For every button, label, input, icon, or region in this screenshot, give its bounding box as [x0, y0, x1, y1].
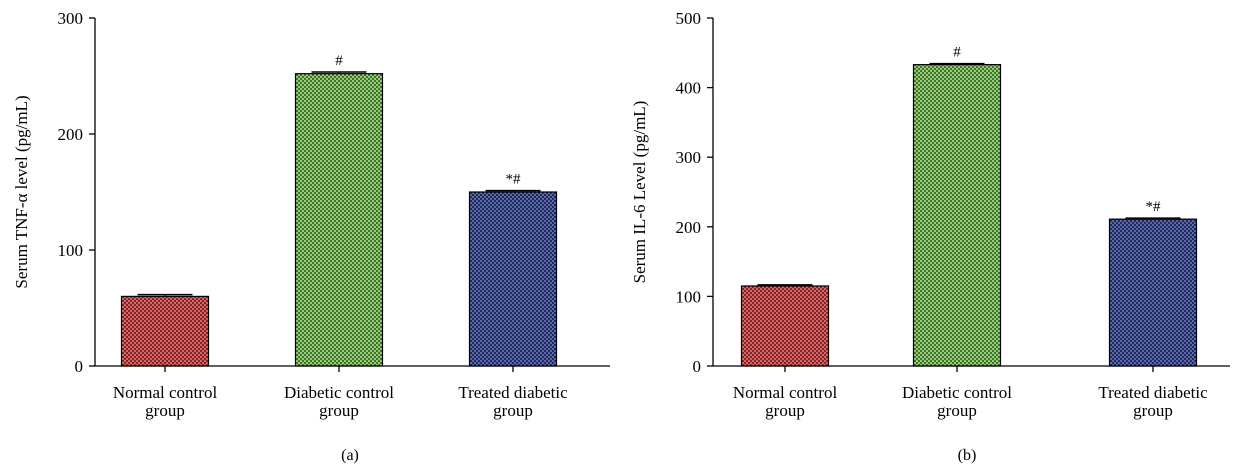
category-label-1-line-1: Normal control: [113, 383, 218, 402]
bar-2: [294, 73, 384, 367]
y-tick-label-1: 100: [676, 287, 702, 306]
y-tick-label-3: 300: [676, 148, 702, 167]
y-tick-label-2: 200: [676, 218, 702, 237]
category-label-2-line-1: Diabetic control: [902, 383, 1012, 402]
significance-mark-3: *#: [1146, 199, 1162, 215]
category-label-2-line-2: group: [937, 401, 977, 420]
category-label-2-line-1: Diabetic control: [284, 383, 394, 402]
y-tick-label-4: 400: [676, 79, 702, 98]
panel-label: (a): [341, 447, 359, 464]
significance-mark-3: *#: [506, 172, 522, 188]
category-label-1-line-1: Normal control: [733, 383, 838, 402]
y-tick-label-2: 200: [58, 125, 84, 144]
category-label-2-line-2: group: [319, 401, 359, 420]
y-tick-label-3: 300: [58, 9, 84, 28]
category-label-3-line-1: Treated diabetic: [458, 383, 568, 402]
y-tick-label-0: 0: [693, 357, 702, 376]
y-tick-label-1: 100: [58, 241, 84, 260]
significance-mark-2: #: [335, 53, 343, 69]
panel-label: (b): [958, 447, 977, 464]
category-label-3-line-1: Treated diabetic: [1098, 383, 1208, 402]
bar-2: [912, 64, 1002, 367]
y-tick-label-0: 0: [75, 357, 84, 376]
category-label-1-line-2: group: [145, 401, 185, 420]
bar-3: [468, 191, 558, 367]
y-axis-label: Serum TNF-α level (pg/mL): [12, 95, 31, 288]
y-tick-label-5: 500: [676, 9, 702, 28]
category-label-1-line-2: group: [765, 401, 805, 420]
y-axis-label: Serum IL-6 Level (pg/mL): [630, 101, 649, 284]
bar-1: [740, 285, 830, 367]
bar-1: [120, 295, 210, 367]
category-label-3-line-2: group: [493, 401, 533, 420]
bar-3: [1108, 218, 1198, 367]
significance-mark-2: #: [953, 45, 961, 61]
category-label-3-line-2: group: [1133, 401, 1173, 420]
